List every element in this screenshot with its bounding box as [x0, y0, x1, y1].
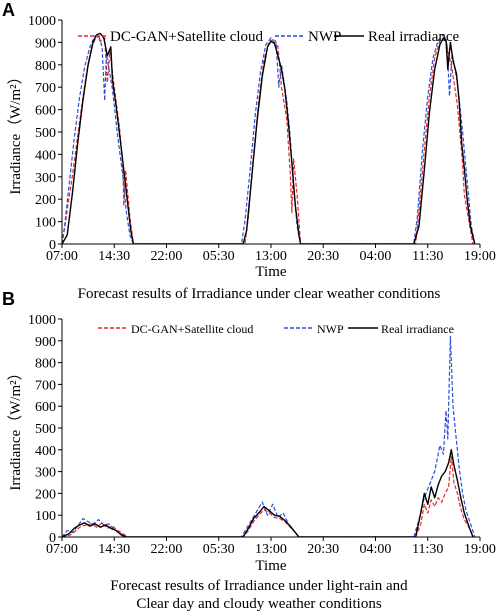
series-line-dc-gan-satellite-cloud [62, 455, 474, 537]
y-tick-label: 100 [35, 216, 56, 231]
panel-b: B 0 100 200 300 400 500 600 700 800 900 1000 07:00 1… [2, 289, 496, 612]
panel-b-axes: 0 100 200 300 400 500 600 700 800 900 1000 07:00 14:… [28, 313, 496, 557]
legend-label: NWP [317, 322, 344, 336]
legend-label: Real irradiance [368, 29, 460, 45]
y-tick-label: 600 [35, 400, 56, 415]
y-tick-label: 500 [35, 126, 56, 141]
y-tick-label: 200 [35, 487, 56, 502]
panel-a-x-axis-title: Time [255, 264, 286, 280]
panel-b-letter: B [2, 289, 15, 309]
x-tick-label: 11:30 [412, 542, 443, 557]
y-tick-label: 400 [35, 148, 56, 163]
series-line-real-irradiance [62, 449, 474, 537]
panel-b-series [62, 335, 476, 537]
x-tick-label: 20:30 [307, 542, 339, 557]
x-tick-label: 13:00 [255, 542, 287, 557]
panel-b-caption-line-1: Forecast results of Irradiance under lig… [110, 578, 408, 594]
legend-label: Real irradiance [381, 322, 454, 336]
x-tick-label: 05:30 [203, 542, 235, 557]
x-tick-label: 19:00 [464, 542, 496, 557]
y-tick-label: 900 [35, 335, 56, 350]
series-line-real-irradiance [62, 32, 476, 244]
panel-a-caption: Forecast results of Irradiance under cle… [78, 286, 441, 302]
x-tick-label: 04:00 [360, 249, 392, 264]
x-tick-label: 04:00 [360, 542, 392, 557]
y-tick-label: 700 [35, 81, 56, 96]
panel-a: A 0 100 200 300 400 500 600 700 800 900 1000 07:00 1… [2, 0, 496, 302]
legend-label: DC-GAN+Satellite cloud [110, 29, 264, 45]
y-tick-label: 300 [35, 171, 56, 186]
x-tick-label: 19:00 [464, 249, 496, 264]
panel-a-y-axis-title: Irradiance（W/m²） [7, 69, 24, 194]
x-tick-label: 22:00 [151, 249, 183, 264]
y-tick-label: 800 [35, 59, 56, 74]
x-tick-label: 13:00 [255, 249, 287, 264]
y-tick-label: 800 [35, 357, 56, 372]
y-tick-label: 1000 [28, 313, 56, 328]
x-tick-label: 05:30 [203, 249, 235, 264]
x-tick-label: 07:00 [46, 542, 78, 557]
panel-b-y-axis-title: Irradiance（W/m²） [7, 365, 24, 490]
panel-b-x-axis-title: Time [255, 558, 286, 574]
series-line-nwp [62, 33, 476, 244]
y-tick-label: 200 [35, 193, 56, 208]
panel-a-legend: DC-GAN+Satellite cloud NWP Real irradiance [78, 29, 460, 45]
y-tick-label: 700 [35, 378, 56, 393]
y-tick-label: 900 [35, 36, 56, 51]
y-tick-label: 0 [49, 531, 56, 546]
x-tick-label: 14:30 [98, 249, 130, 264]
panel-a-axes: 0 100 200 300 400 500 600 700 800 900 1000 07:00 14:… [28, 14, 496, 264]
x-tick-label: 11:30 [412, 249, 443, 264]
panel-a-letter: A [2, 0, 15, 20]
y-tick-label: 300 [35, 466, 56, 481]
y-tick-label: 400 [35, 444, 56, 459]
x-tick-label: 07:00 [46, 249, 78, 264]
x-tick-label: 22:00 [151, 542, 183, 557]
x-tick-label: 14:30 [98, 542, 130, 557]
series-line-nwp [62, 335, 476, 537]
series-line-dc-gan-satellite-cloud [62, 35, 474, 244]
panel-b-legend: DC-GAN+Satellite cloud NWP Real irradiance [98, 322, 454, 336]
y-tick-label: 1000 [28, 14, 56, 29]
panel-a-series [62, 32, 476, 244]
panel-b-caption-line-2: Clear day and cloudy weather conditions [136, 596, 382, 612]
legend-label: DC-GAN+Satellite cloud [131, 322, 253, 336]
y-tick-label: 600 [35, 104, 56, 119]
y-tick-label: 100 [35, 509, 56, 524]
y-tick-label: 500 [35, 422, 56, 437]
legend-label: NWP [308, 29, 341, 45]
y-tick-label: 0 [49, 238, 56, 253]
x-tick-label: 20:30 [307, 249, 339, 264]
